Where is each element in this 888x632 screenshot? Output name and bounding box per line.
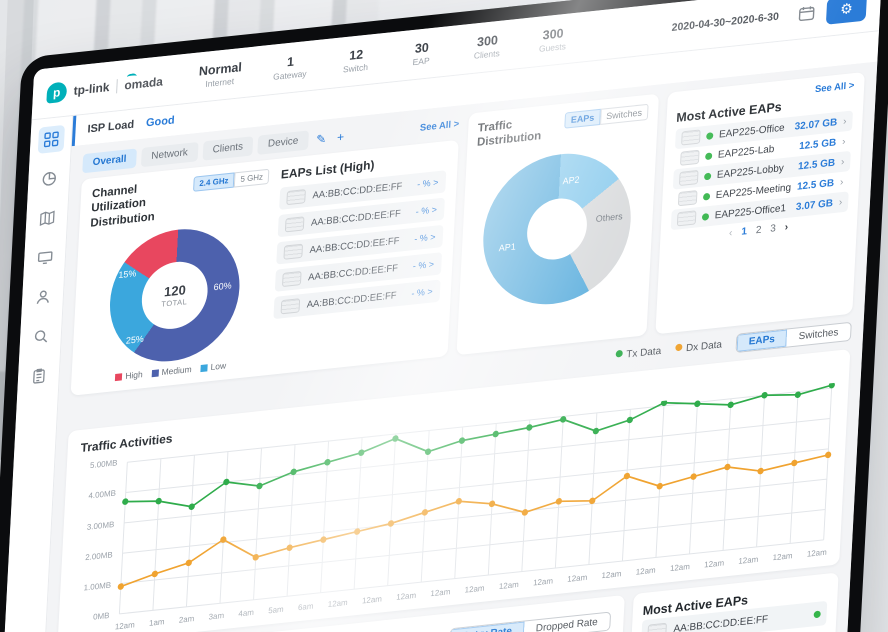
legend-swatch-high — [115, 372, 123, 381]
ap-device-icon — [280, 298, 301, 315]
retry-toggle-retry-rate[interactable]: Retry Rate — [449, 621, 525, 632]
isp-load-status[interactable]: Good — [145, 114, 175, 130]
segment-label-ap2: AP2 — [562, 174, 580, 186]
status-dot — [813, 610, 821, 618]
chevron-right-icon: › — [840, 156, 845, 168]
ap-device-icon — [679, 149, 700, 166]
ap-device-icon — [677, 190, 698, 207]
sidebar-item-statistics[interactable] — [35, 164, 62, 193]
stat-guests: 300 Guests — [538, 26, 567, 54]
page-1[interactable]: 1 — [741, 226, 748, 238]
segment-label-ap1: AP1 — [498, 241, 517, 254]
edit-icon[interactable]: ✎ — [315, 131, 327, 147]
tx-data-dot — [615, 349, 623, 358]
tab-overall[interactable]: Overall — [82, 148, 137, 174]
date-range-picker[interactable]: 2020-04-30~2020-6-30 — [671, 10, 780, 34]
add-widget-icon[interactable]: + — [336, 129, 345, 145]
traffic-dist-toggle-switches[interactable]: Switches — [599, 103, 649, 125]
dx-data-dot — [674, 343, 683, 352]
stat-internet: Normal Internet — [198, 59, 243, 90]
tab-network[interactable]: Network — [140, 142, 199, 168]
ap-device-icon — [647, 622, 667, 632]
chevron-right-icon: › — [839, 176, 844, 188]
legend-swatch-medium — [151, 369, 159, 377]
traffic-distribution-title: Traffic Distribution — [476, 119, 542, 150]
dashboard-content: Overall Network Clients Device ✎ + See A… — [28, 61, 878, 632]
band-toggle: 2.4 GHz 5 GHz — [192, 168, 270, 192]
logo-divider — [116, 78, 118, 93]
traffic-distribution-panel: Traffic Distribution EAPs Switches AP2 O… — [455, 93, 659, 356]
ap-device-icon — [678, 169, 699, 187]
gear-icon: ⚙ — [839, 0, 854, 18]
chevron-right-icon: › — [841, 135, 846, 148]
eaps-list-see-all-link[interactable]: See All > — [419, 118, 460, 134]
traffic-dist-toggle-eaps[interactable]: EAPs — [564, 108, 601, 129]
tplink-omada-logo: p tp-link omada — [46, 71, 164, 104]
legend-tx-data: Tx Data — [615, 346, 661, 362]
channel-utilization-title: Channel Utilization Distribution — [90, 183, 155, 230]
traffic-toggle-switches[interactable]: Switches — [798, 327, 839, 343]
status-dot — [702, 192, 711, 201]
status-dot — [701, 212, 709, 221]
channel-utilization-donut-chart: 60% 25% 15% 120 TOTAL — [106, 222, 243, 368]
stat-clients: 300 Clients — [473, 33, 500, 61]
legend-dx-data: Dx Data — [674, 339, 722, 355]
stat-switch: 12 Switch — [342, 47, 369, 75]
page-3[interactable]: 3 — [770, 223, 777, 235]
sidebar-item-clients[interactable] — [29, 283, 56, 312]
overall-panel: Channel Utilization Distribution 2.4 GHz… — [70, 139, 459, 396]
traffic-activities-toggle: EAPs Switches — [735, 321, 852, 354]
legend-swatch-low — [200, 363, 208, 372]
status-dot — [703, 172, 712, 180]
sidebar-item-dashboard[interactable] — [37, 124, 65, 154]
status-dot — [705, 131, 714, 140]
ap-device-icon — [680, 129, 701, 146]
ap-device-icon — [281, 270, 302, 288]
chevron-right-icon: › — [838, 196, 843, 208]
ap-device-icon — [283, 243, 304, 260]
product-name: omada — [124, 73, 164, 93]
sidebar-item-map[interactable] — [33, 204, 60, 233]
status-dot — [704, 151, 713, 160]
stat-gateway: 1 Gateway — [272, 54, 307, 82]
page-next[interactable]: › — [784, 221, 789, 234]
band-toggle-5ghz[interactable]: 5 GHz — [234, 168, 270, 188]
ap-device-icon — [676, 210, 697, 227]
retry-toggle: Retry Rate Dropped Rate — [448, 611, 612, 632]
traffic-dist-toggle: EAPs Switches — [564, 103, 649, 129]
calendar-icon[interactable] — [794, 2, 819, 25]
traffic-distribution-donut-chart: AP2 Others AP1 — [479, 146, 635, 312]
settings-gear-button[interactable]: ⚙ — [825, 0, 868, 25]
page-2[interactable]: 2 — [755, 224, 762, 237]
band-toggle-24ghz[interactable]: 2.4 GHz — [192, 172, 235, 192]
isp-load-label: ISP Load — [87, 118, 135, 136]
tab-device[interactable]: Device — [257, 130, 309, 155]
brand-name: tp-link — [73, 79, 110, 98]
traffic-activities-title: Traffic Activities — [80, 431, 173, 456]
sidebar-item-insight[interactable] — [27, 322, 54, 351]
ap-device-icon — [284, 216, 305, 233]
ap-device-icon — [286, 189, 306, 206]
page-prev[interactable]: ‹ — [728, 227, 733, 240]
channel-utilization-panel: Channel Utilization Distribution 2.4 GHz… — [82, 168, 270, 386]
main-area: ISP Load Good Overall Network Clients De… — [28, 31, 879, 632]
eaps-list-panel: EAPs List (High) AA:BB:CC:DD:EE:FF - % > … — [271, 150, 447, 366]
traffic-toggle-eaps[interactable]: EAPs — [736, 329, 788, 353]
sidebar-item-devices[interactable] — [31, 243, 58, 272]
stat-eap: 30 EAP — [412, 40, 430, 68]
segment-label-others: Others — [595, 210, 623, 224]
channel-donut-center: 120 TOTAL — [161, 282, 188, 309]
retry-toggle-dropped-rate[interactable]: Dropped Rate — [535, 616, 599, 632]
most-active-eaps-panel: See All > Most Active EAPs EAP225-Office… — [655, 71, 865, 335]
tplink-logo-icon: p — [46, 80, 68, 104]
sidebar-item-log[interactable] — [25, 362, 52, 391]
chevron-right-icon: › — [842, 115, 847, 128]
tab-clients[interactable]: Clients — [202, 136, 254, 161]
